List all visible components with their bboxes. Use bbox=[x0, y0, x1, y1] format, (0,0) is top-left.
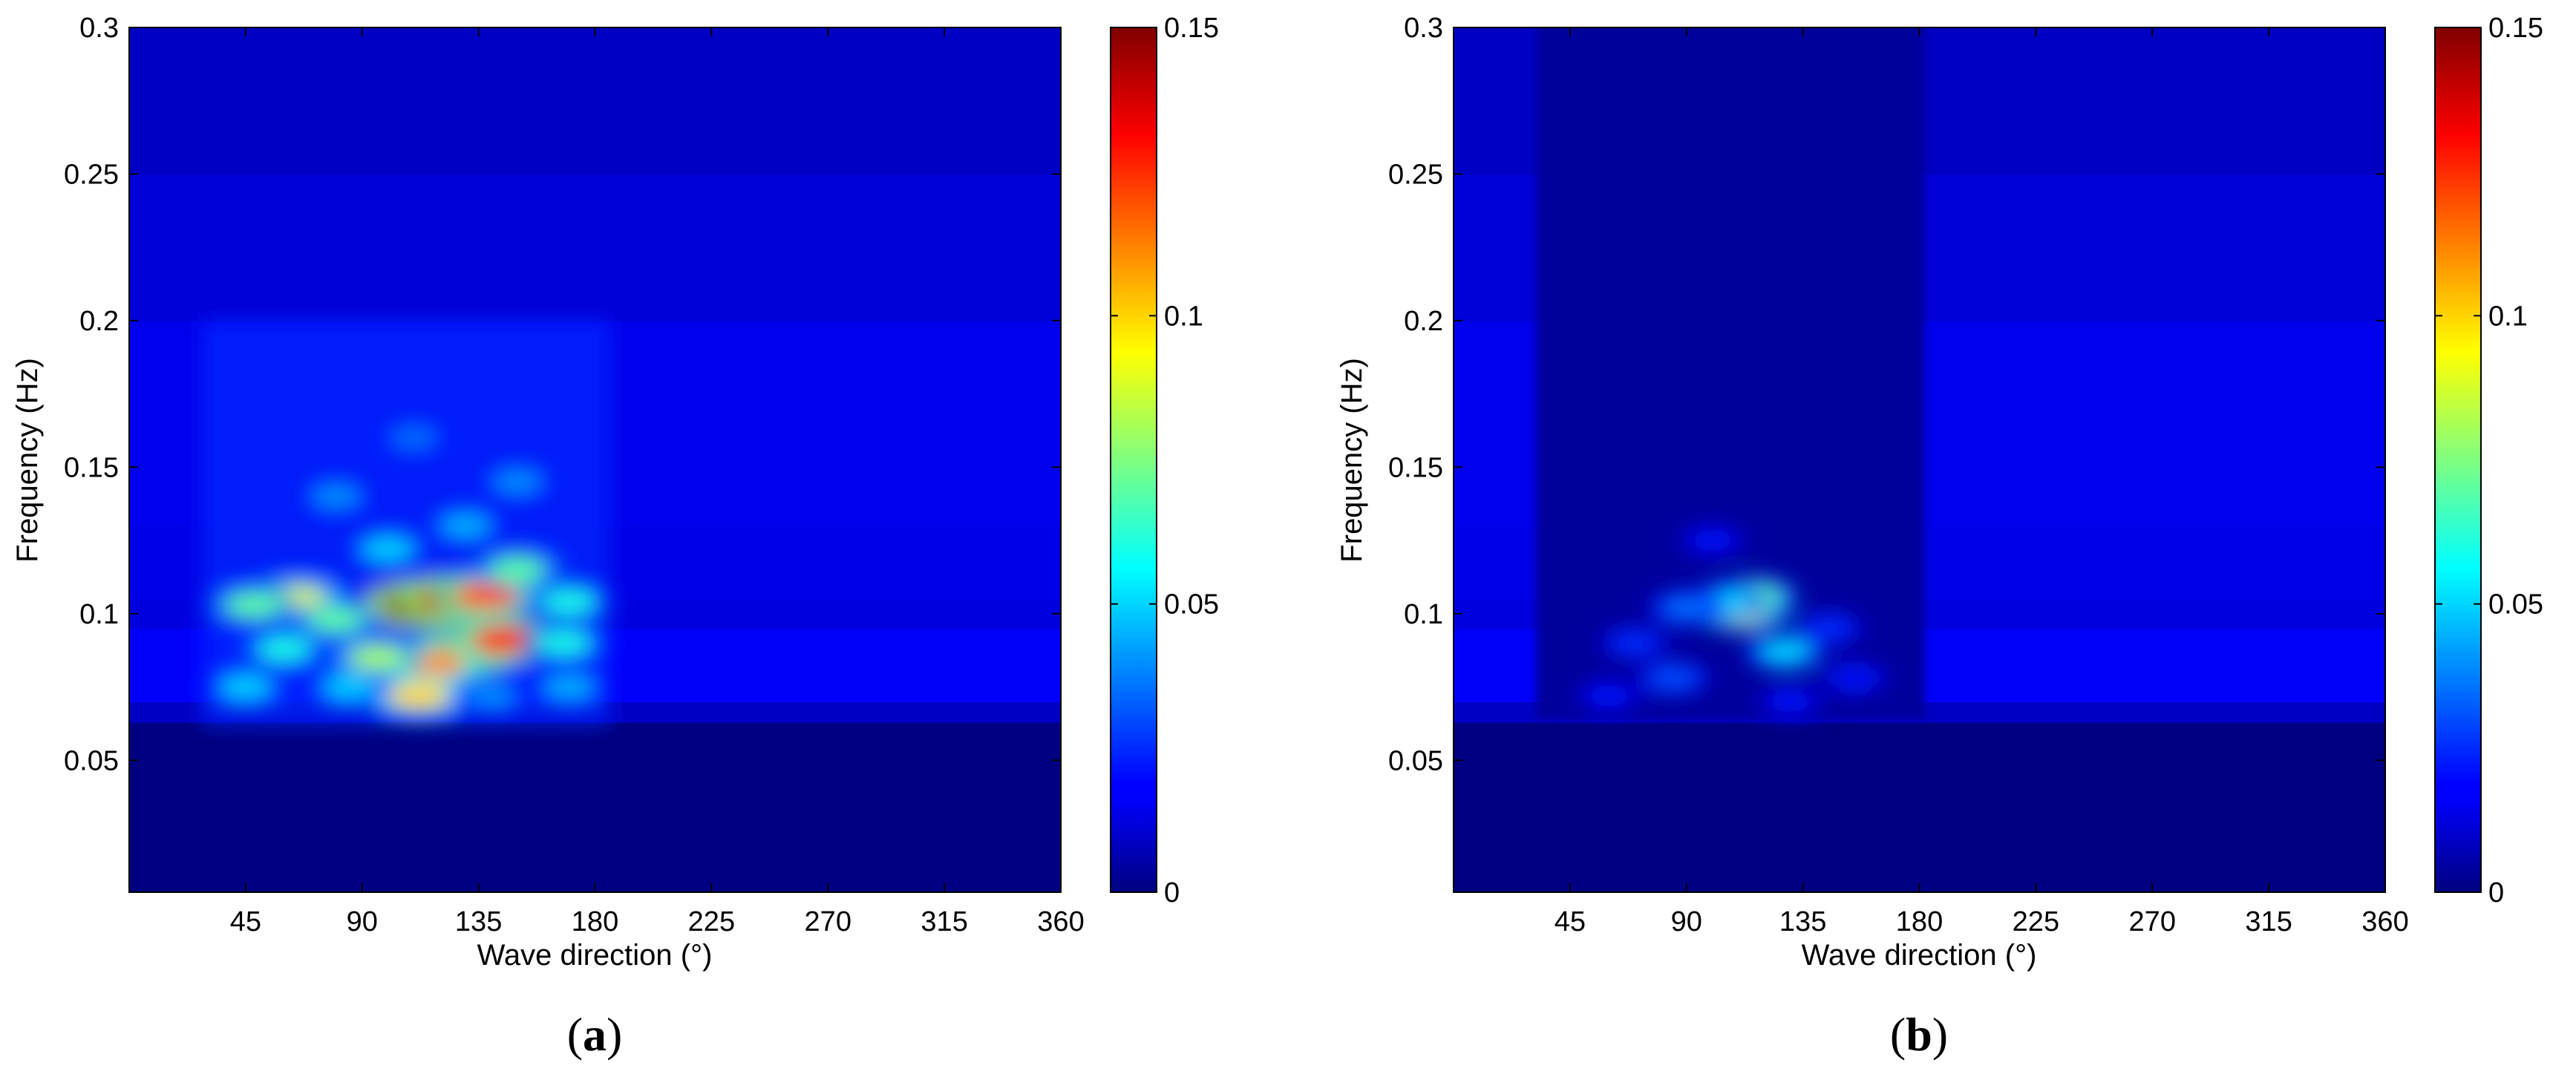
x-tick-label: 135 bbox=[455, 906, 502, 937]
colorbar-tick-label: 0.15 bbox=[2488, 13, 2543, 44]
heatmap-cell bbox=[311, 485, 362, 508]
heatmap-band bbox=[1454, 721, 2385, 892]
x-tick-label: 360 bbox=[1037, 906, 1084, 937]
x-tick-label: 45 bbox=[230, 906, 261, 937]
heatmap-cell bbox=[1650, 667, 1698, 690]
heatmap-a-background bbox=[129, 27, 1061, 892]
colorbar-tick-label: 0.05 bbox=[2488, 589, 2543, 621]
heatmap-band bbox=[129, 27, 1061, 175]
x-tick-label: 45 bbox=[1555, 906, 1586, 937]
y-tick-label: 0.3 bbox=[79, 13, 119, 44]
heatmap-cell bbox=[542, 589, 596, 615]
heatmap-cell bbox=[440, 514, 491, 538]
heatmap-cell bbox=[1611, 632, 1658, 655]
x-tick-label: 90 bbox=[347, 906, 378, 937]
heatmap-cell bbox=[308, 606, 365, 632]
x-tick-label: 135 bbox=[1779, 906, 1826, 937]
heatmap-cell bbox=[1831, 667, 1878, 690]
y-tick-label: 0.15 bbox=[64, 452, 119, 483]
heatmap-b-background bbox=[1454, 27, 2385, 892]
x-tick-label: 315 bbox=[921, 906, 967, 937]
x-tick-label: 225 bbox=[688, 906, 735, 937]
colorbar-tick-label: 0 bbox=[1164, 877, 1180, 909]
heatmap-cell bbox=[489, 557, 546, 583]
colorbar-tick-label: 0.15 bbox=[1164, 13, 1219, 44]
x-axis-a: 45 90 135 180 225 270 315 360 bbox=[230, 27, 1085, 937]
y-axis-title-b: Frequency (Hz) bbox=[1336, 358, 1368, 563]
x-axis-title-a: Wave direction (°) bbox=[477, 939, 713, 972]
y-tick-label: 0.1 bbox=[1404, 599, 1443, 630]
colorbar-tick-label: 0 bbox=[2488, 877, 2504, 909]
heatmap-cell bbox=[226, 592, 281, 618]
heatmap-cell bbox=[1759, 640, 1811, 664]
heatmap-cell bbox=[258, 636, 312, 661]
heatmap-cell bbox=[454, 582, 520, 610]
colorbar-tick-label: 0.1 bbox=[1164, 301, 1203, 332]
heatmap-cell bbox=[323, 675, 375, 699]
heatmap-cell bbox=[220, 675, 272, 699]
colorbar-a bbox=[1110, 27, 1157, 893]
y-axis-title-a: Frequency (Hz) bbox=[11, 358, 44, 563]
heatmap-cell bbox=[471, 626, 538, 655]
heatmap-cell bbox=[1767, 690, 1813, 713]
heatmap-cell bbox=[1689, 529, 1736, 551]
x-axis-title-b: Wave direction (°) bbox=[1802, 939, 2037, 972]
y-axis-a: 0.05 0.1 0.15 0.2 0.25 0.3 bbox=[64, 13, 1061, 776]
x-tick-label: 225 bbox=[2013, 906, 2059, 937]
heatmap-cell bbox=[1805, 617, 1852, 640]
heatmap-cell bbox=[1586, 684, 1632, 707]
x-tick-label: 180 bbox=[572, 906, 618, 937]
heatmap-cell bbox=[543, 675, 595, 699]
y-tick-label: 0.2 bbox=[1404, 306, 1443, 337]
x-tick-label: 90 bbox=[1671, 906, 1702, 937]
x-axis-b: 45 90 135 180 225 270 315 360 bbox=[1555, 27, 2409, 937]
heatmap-cell bbox=[349, 644, 407, 671]
y-axis-b: 0.05 0.1 0.15 0.2 0.25 0.3 bbox=[1388, 13, 2385, 776]
heatmap-cell bbox=[492, 470, 543, 494]
colorbar-ticks-a: 0 0.05 0.1 0.15 bbox=[1111, 13, 1219, 909]
x-tick-label: 315 bbox=[2245, 906, 2292, 937]
colorbar-tick-label: 0.05 bbox=[1164, 589, 1219, 621]
colorbar-b bbox=[2434, 27, 2482, 893]
x-tick-label: 360 bbox=[2361, 906, 2408, 937]
y-tick-label: 0.05 bbox=[64, 745, 119, 776]
x-tick-label: 180 bbox=[1896, 906, 1943, 937]
heatmap-cell bbox=[1662, 596, 1711, 620]
heatmap-cell bbox=[362, 537, 414, 561]
panel-label-b: (b) bbox=[1890, 1008, 1948, 1061]
heatmap-panel-b: 45 90 135 180 225 270 315 360 0.05 0.1 0.15 0.2 0.2… bbox=[1336, 13, 2543, 1061]
panel-label-a: (a) bbox=[567, 1008, 623, 1061]
colorbar-ticks-b: 0 0.05 0.1 0.15 bbox=[2435, 13, 2543, 909]
x-tick-label: 270 bbox=[805, 906, 851, 937]
heatmap-cell bbox=[466, 684, 517, 708]
y-tick-label: 0.3 bbox=[1404, 13, 1443, 44]
y-tick-label: 0.25 bbox=[1388, 159, 1443, 190]
heatmap-cell bbox=[388, 682, 450, 710]
heatmap-panel-a: 45 90 135 180 225 270 315 360 0.05 0.1 0.15 0.2 0.2… bbox=[11, 13, 1219, 1061]
y-tick-label: 0.1 bbox=[79, 599, 119, 630]
y-tick-label: 0.05 bbox=[1388, 745, 1443, 776]
x-tick-label: 270 bbox=[2129, 906, 2176, 937]
heatmap-band bbox=[129, 721, 1061, 892]
heatmap-cell bbox=[537, 630, 591, 655]
y-tick-label: 0.2 bbox=[79, 306, 119, 337]
colorbar-tick-label: 0.1 bbox=[2488, 301, 2528, 332]
heatmap-cell bbox=[389, 426, 439, 450]
y-tick-label: 0.25 bbox=[64, 159, 119, 190]
heatmap-band bbox=[129, 174, 1061, 321]
y-tick-label: 0.15 bbox=[1388, 452, 1443, 483]
